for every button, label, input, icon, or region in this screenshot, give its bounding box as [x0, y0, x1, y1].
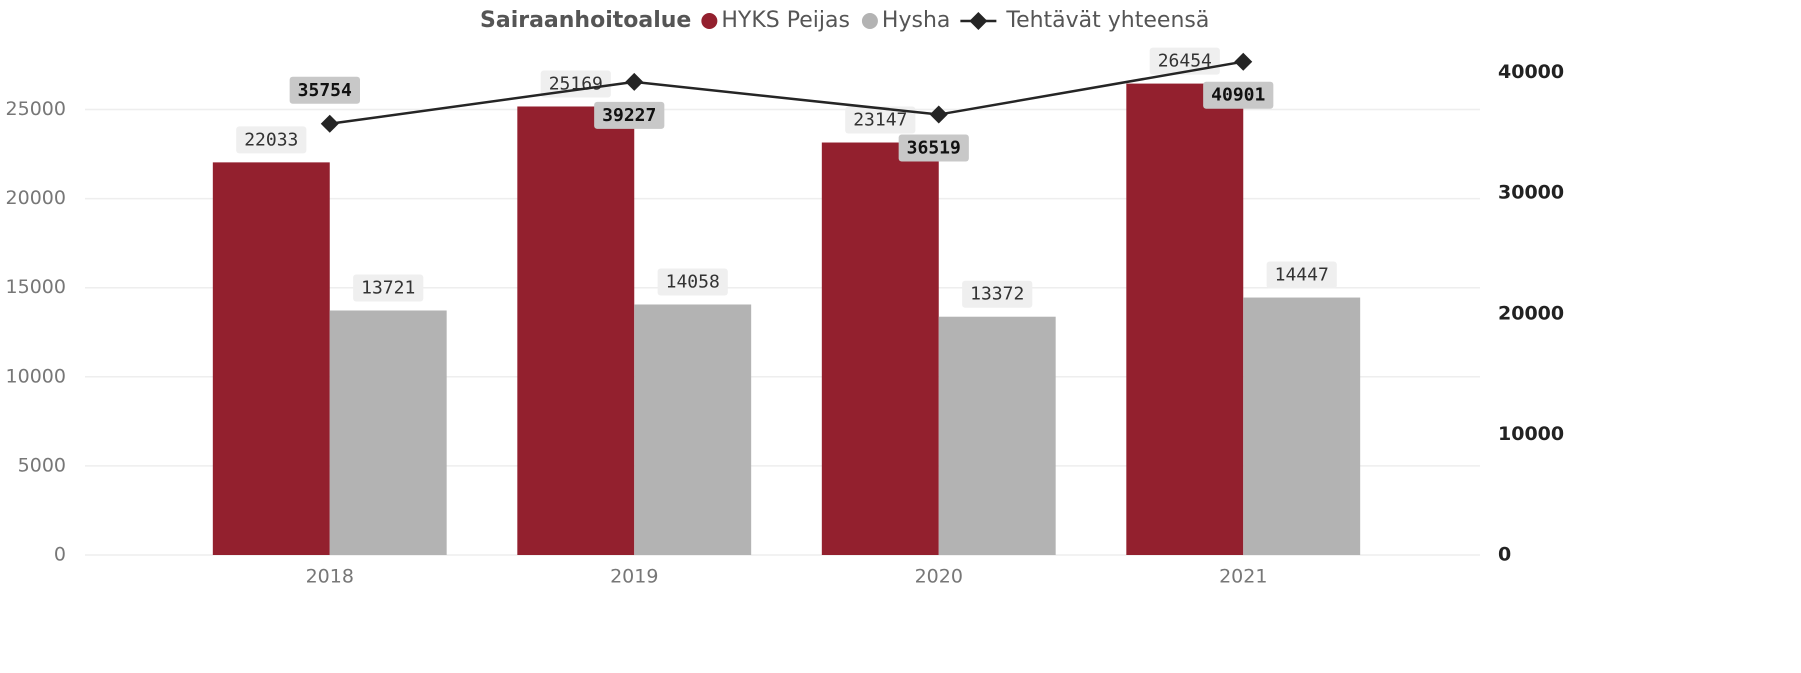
- legend-label: HYKS Peijas: [721, 8, 850, 33]
- y-tick-label: 25000: [6, 98, 66, 120]
- data-label: 39227: [602, 105, 656, 126]
- data-label: 13372: [970, 284, 1024, 305]
- bar: [1243, 297, 1361, 555]
- legend-marker: [701, 13, 718, 29]
- line: [329, 60, 1244, 126]
- data-label: 14058: [666, 271, 720, 292]
- y2-tick-label: 0: [1498, 544, 1511, 566]
- data-label: 23147: [853, 110, 907, 131]
- marker: [625, 72, 644, 91]
- data-label: 22033: [244, 129, 298, 150]
- data-label-bg: [1203, 81, 1274, 109]
- legend-title: Sairaanhoitoalue: [480, 8, 691, 33]
- marker: [929, 105, 948, 124]
- data-label: 35754: [298, 80, 352, 101]
- data-label: 36519: [907, 138, 961, 159]
- y-tick-label: 20000: [6, 187, 66, 209]
- x-tick-label: 2019: [610, 566, 658, 588]
- y-tick-label: 5000: [18, 454, 66, 476]
- bar: [938, 316, 1056, 555]
- data-label-bg: [1266, 261, 1337, 289]
- y2-tick-label: 30000: [1498, 182, 1564, 204]
- x-tick-label: 2021: [1219, 566, 1267, 588]
- bar: [517, 106, 635, 555]
- data-label: 14447: [1275, 265, 1329, 286]
- data-label: 40901: [1211, 85, 1265, 106]
- legend-marker: [969, 12, 988, 30]
- y2-tick-label: 20000: [1498, 302, 1564, 324]
- y2-tick-label: 10000: [1498, 423, 1564, 445]
- y-tick-label: 15000: [6, 276, 66, 298]
- marker: [1234, 52, 1253, 71]
- marker: [320, 114, 339, 133]
- data-label-bg: [898, 134, 969, 162]
- legend-label: Hysha: [882, 8, 950, 33]
- bar: [329, 310, 447, 555]
- legend-marker: [861, 13, 878, 29]
- data-label-bg: [962, 280, 1033, 308]
- y-tick-label: 10000: [6, 365, 66, 387]
- data-label-bg: [353, 274, 424, 302]
- data-label: 26454: [1158, 51, 1212, 72]
- data-label-bg: [845, 106, 916, 134]
- data-label-bg: [657, 268, 728, 296]
- data-label-bg: [289, 76, 361, 104]
- y-tick-label: 0: [54, 544, 66, 566]
- legend-label: Tehtävät yhteensä: [1005, 8, 1209, 33]
- bar: [212, 162, 330, 555]
- bar: [634, 304, 752, 555]
- y2-tick-label: 40000: [1498, 61, 1564, 83]
- data-label: 13721: [361, 277, 415, 298]
- bar: [1126, 83, 1244, 555]
- x-tick-label: 2018: [306, 566, 354, 588]
- bar: [821, 142, 939, 555]
- data-label-bg: [540, 70, 611, 98]
- data-label-bg: [236, 126, 307, 154]
- data-label-bg: [594, 101, 665, 129]
- x-tick-label: 2020: [915, 566, 963, 588]
